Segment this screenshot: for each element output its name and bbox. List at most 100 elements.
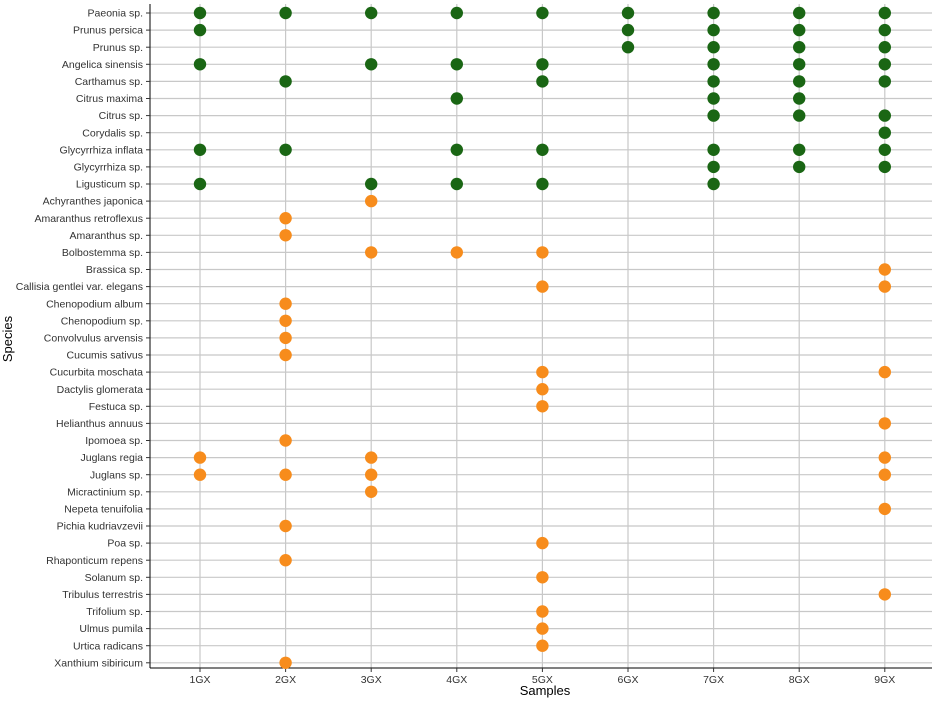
data-point [878, 23, 891, 37]
data-point [878, 417, 891, 430]
data-point [193, 468, 207, 481]
data-point [365, 246, 378, 259]
data-point [193, 143, 207, 156]
tick-label-y: Trifolium sp. [86, 606, 143, 618]
tick-label-y: Juglans sp. [90, 469, 143, 481]
data-point [878, 126, 891, 139]
tick-label-y: Paeonia sp. [88, 8, 143, 20]
tick-label-y: Prunus persica [73, 25, 143, 37]
data-point [707, 58, 720, 71]
data-point [279, 6, 292, 20]
data-point [193, 58, 207, 71]
tick-label-x: 1GX [189, 674, 210, 686]
data-point [793, 23, 806, 37]
data-point [536, 536, 549, 550]
data-point [279, 656, 292, 669]
tick-label-y: Poa sp. [107, 538, 143, 550]
data-point [279, 75, 292, 88]
tick-label-y: Urtica radicans [73, 640, 143, 652]
tick-label-y: Convolvulus arvensis [44, 333, 143, 345]
x-axis-title: Samples [520, 683, 571, 698]
data-point [793, 160, 806, 174]
tick-label-y: Chenopodium sp. [61, 315, 143, 327]
x-axis-ticks: 1GX 2GX 3GX 4GX 5GX 6GX 7GX 8GX 9GX [189, 668, 895, 686]
data-point [536, 605, 549, 618]
data-point [279, 468, 292, 481]
data-point [365, 451, 378, 464]
tick-label-y: Amaranthus sp. [69, 230, 143, 242]
tick-label-y: Achyranthes japonica [43, 196, 144, 208]
tick-label-y: Carthamus sp. [75, 76, 143, 88]
data-point [878, 588, 891, 601]
tick-label-y: Pichia kudriavzevii [57, 521, 143, 533]
data-point [450, 92, 463, 105]
data-point [536, 75, 549, 88]
data-point [536, 622, 549, 635]
tick-label-y: Nepeta tenuifolia [64, 504, 143, 516]
tick-label-y: Cucurbita moschata [50, 367, 144, 379]
tick-label-y: Rhaponticum repens [46, 555, 143, 567]
data-point [707, 109, 720, 122]
data-point [621, 23, 635, 37]
data-point [536, 143, 549, 156]
data-point [878, 75, 891, 88]
data-point [878, 58, 891, 71]
data-point [536, 246, 549, 259]
data-point [279, 434, 292, 447]
data-point [365, 6, 378, 20]
data-point [365, 485, 378, 498]
data-point [279, 297, 292, 310]
data-point [193, 177, 207, 191]
tick-label-y: Brassica sp. [86, 264, 143, 276]
tick-label-y: Ulmus pumila [79, 623, 143, 635]
tick-label-y: Cucumis sativus [67, 350, 143, 362]
data-point [707, 143, 720, 156]
tick-label-y: Tribulus terrestris [62, 589, 143, 601]
data-point [279, 314, 292, 327]
data-point [536, 280, 549, 293]
data-point [536, 571, 549, 584]
data-point [279, 519, 292, 533]
data-point [450, 246, 463, 259]
data-point [707, 23, 720, 37]
tick-label-y: Juglans regia [81, 452, 144, 464]
data-point [450, 6, 463, 20]
data-point [536, 365, 549, 379]
data-points [193, 6, 891, 669]
tick-label-x: 9GX [874, 674, 895, 686]
data-point [450, 58, 463, 71]
data-point [878, 365, 891, 379]
tick-label-y: Citrus maxima [76, 93, 143, 105]
tick-label-x: 2GX [275, 674, 296, 686]
data-point [621, 6, 635, 20]
tick-label-y: Glycyrrhiza sp. [74, 162, 143, 174]
data-point [193, 23, 207, 37]
data-point [707, 41, 720, 54]
tick-label-y: Ligusticum sp. [76, 179, 143, 191]
data-point [878, 109, 891, 122]
data-point [450, 143, 463, 156]
data-point [279, 331, 292, 345]
data-point [279, 212, 292, 225]
data-point [536, 177, 549, 191]
data-point [193, 6, 207, 20]
tick-label-y: Ipomoea sp. [85, 435, 143, 447]
data-point [878, 143, 891, 156]
data-point [878, 263, 891, 276]
data-point [878, 468, 891, 481]
data-point [793, 109, 806, 122]
data-point [365, 58, 378, 71]
data-point [536, 383, 549, 396]
data-point [365, 177, 378, 191]
tick-label-y: Chenopodium album [46, 298, 143, 310]
data-point [878, 451, 891, 464]
tick-label-y: Corydalis sp. [82, 127, 143, 139]
data-point [707, 160, 720, 174]
tick-label-y: Bolbostemma sp. [62, 247, 143, 259]
data-point [707, 92, 720, 105]
tick-label-x: 6GX [617, 674, 638, 686]
tick-label-y: Festuca sp. [89, 401, 143, 413]
data-point [536, 58, 549, 71]
data-point [279, 554, 292, 567]
